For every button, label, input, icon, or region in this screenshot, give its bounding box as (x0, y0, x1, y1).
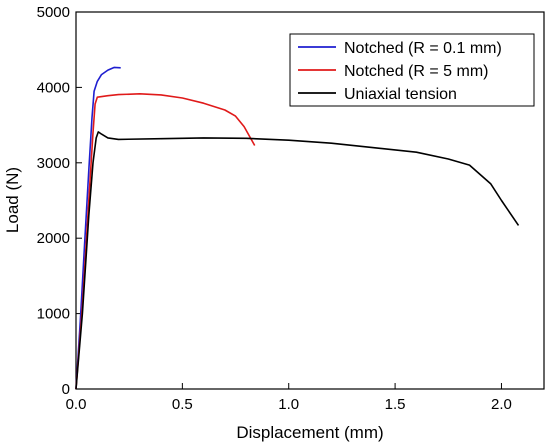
y-tick-label: 1000 (37, 306, 70, 323)
x-tick-label: 1.5 (385, 396, 406, 413)
series-lines (75, 66, 520, 390)
y-tick-label: 5000 (37, 4, 70, 21)
y-tick-label: 3000 (37, 155, 70, 172)
series-line-2 (75, 93, 256, 390)
x-axis-title: Displacement (mm) (236, 423, 383, 442)
y-tick-label: 2000 (37, 230, 70, 247)
x-tick-label: 1.0 (278, 396, 299, 413)
y-tick-label: 4000 (37, 79, 70, 96)
x-tick-label: 2.0 (491, 396, 512, 413)
plot-area-frame (75, 11, 545, 390)
legend: Notched (R = 0.1 mm) Notched (R = 5 mm) Un… (289, 33, 535, 107)
legend-label-2: Notched (R = 5 mm) (344, 63, 488, 80)
series-line-3 (75, 131, 520, 390)
x-tick-label: 0.5 (172, 396, 193, 413)
legend-label-3: Uniaxial tension (344, 86, 457, 103)
y-axis-title: Load (N) (3, 167, 22, 233)
x-axis-ticks: 0.0 0.5 1.0 1.5 2.0 (66, 383, 512, 413)
legend-label-1: Notched (R = 0.1 mm) (344, 40, 502, 57)
series-line-1 (75, 66, 121, 390)
y-axis-ticks: 0 1000 2000 3000 4000 5000 (37, 4, 82, 398)
y-tick-label: 0 (62, 381, 70, 398)
x-tick-label: 0.0 (66, 396, 87, 413)
